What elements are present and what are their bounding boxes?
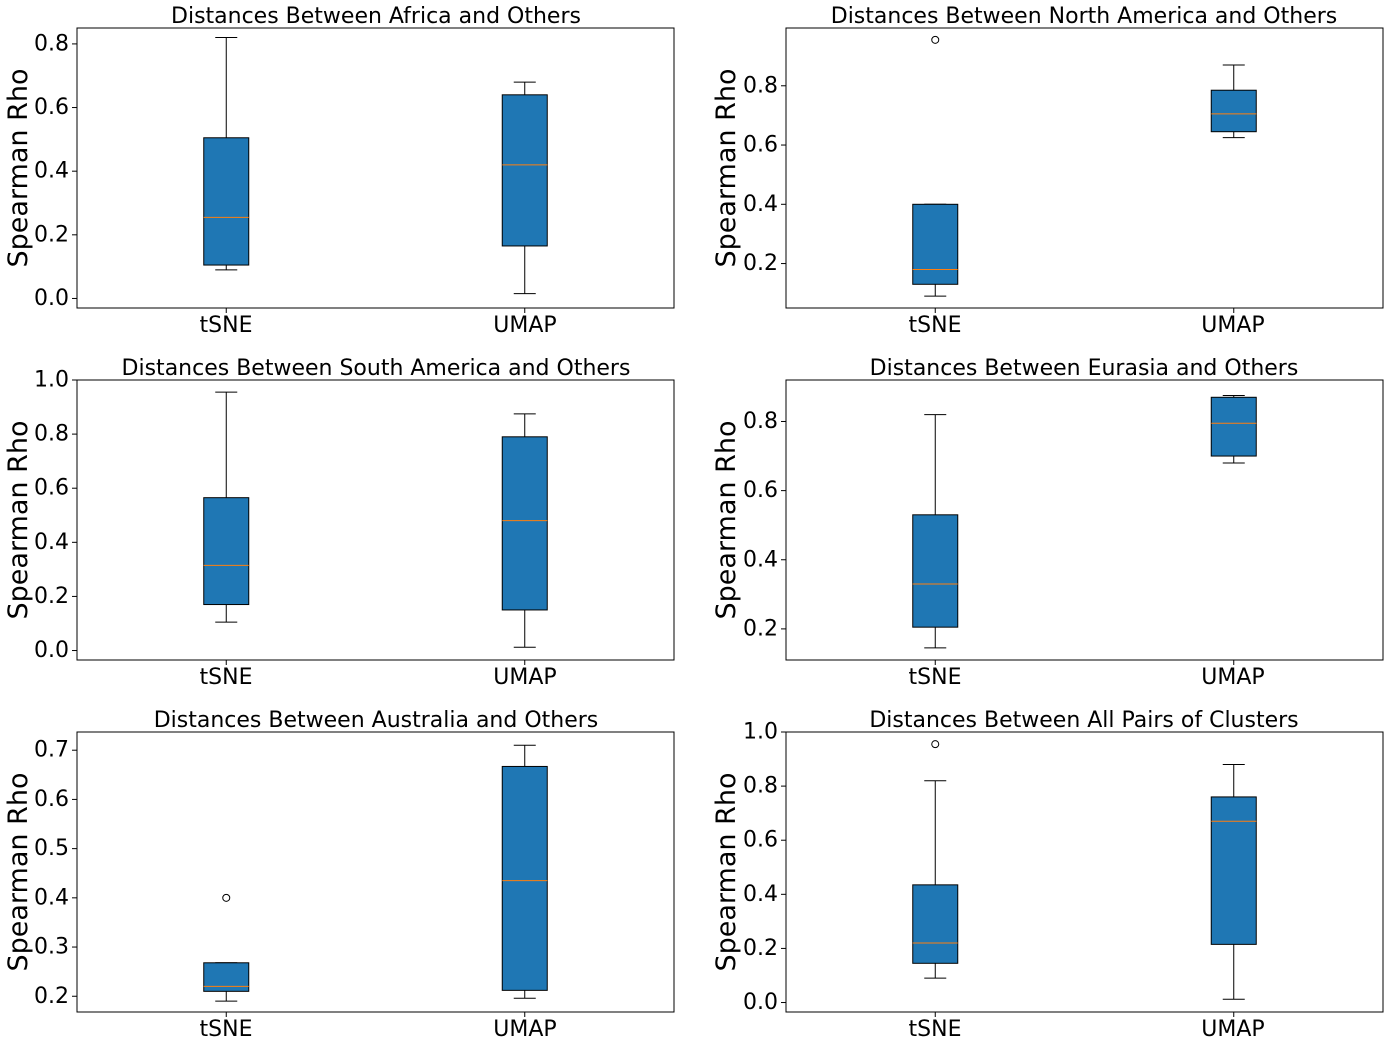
y-tick-label: 0.2 <box>743 936 778 961</box>
plot-frame <box>76 379 675 661</box>
panel-eurasia: Distances Between Eurasia and Others Spe… <box>711 356 1384 690</box>
box-marks <box>203 744 548 1002</box>
box-umap <box>501 765 548 991</box>
y-ticks: 0.0 0.2 0.4 0.6 0.8 <box>34 31 526 313</box>
panel-australia: Distances Between Australia and Others S… <box>3 708 675 1042</box>
x-tick-label-umap: UMAP <box>1201 313 1264 338</box>
y-tick-label: 0.8 <box>743 73 778 98</box>
y-tick-label: 1.0 <box>34 368 69 393</box>
y-tick-label: 0.8 <box>34 31 69 56</box>
y-axis-label: Spearman Rho <box>711 69 742 268</box>
y-tick-label: 0.6 <box>34 476 69 501</box>
y-tick-label: 0.4 <box>34 530 69 555</box>
x-tick-label-umap: UMAP <box>1201 1017 1264 1042</box>
y-tick-label: 0.6 <box>34 787 69 812</box>
y-tick-label: 1.0 <box>743 720 778 745</box>
box-umap <box>1210 796 1257 945</box>
panel-north-america: Distances Between North America and Othe… <box>711 4 1384 338</box>
panel-all-pairs: Distances Between All Pairs of Clusters … <box>711 708 1384 1042</box>
x-tick-label-tsne: tSNE <box>909 665 962 690</box>
panel-title: Distances Between Eurasia and Others <box>870 356 1299 381</box>
plot-frame <box>785 27 1384 309</box>
y-tick-label: 0.0 <box>743 990 778 1015</box>
y-tick-label: 0.0 <box>34 286 69 311</box>
x-tick-label-umap: UMAP <box>493 665 556 690</box>
box-tsne <box>203 137 250 266</box>
panel-africa: Distances Between Africa and Others Spea… <box>3 4 675 338</box>
plot-frame <box>785 731 1384 1013</box>
y-tick-label: 0.6 <box>34 95 69 120</box>
x-tick-label-tsne: tSNE <box>200 665 253 690</box>
panel-title: Distances Between North America and Othe… <box>831 4 1337 29</box>
box-marks <box>912 35 1257 297</box>
y-tick-label: 0.7 <box>34 738 69 763</box>
y-tick-label: 0.6 <box>743 478 778 503</box>
y-ticks: 0.0 0.2 0.4 0.6 0.8 1.0 <box>34 368 526 665</box>
box-tsne <box>912 514 959 628</box>
box-umap <box>501 436 548 611</box>
y-tick-label: 0.4 <box>34 885 69 910</box>
x-tick-label-tsne: tSNE <box>909 313 962 338</box>
y-ticks: 0.2 0.4 0.6 0.8 <box>743 73 1235 313</box>
y-ticks: 0.0 0.2 0.4 0.6 0.8 1.0 <box>743 720 1235 1017</box>
plot-frame <box>76 731 675 1013</box>
box-tsne <box>203 962 250 992</box>
y-axis-label: Spearman Rho <box>3 69 34 268</box>
x-tick-label-umap: UMAP <box>493 313 556 338</box>
y-tick-label: 0.5 <box>34 836 69 861</box>
y-tick-label: 0.2 <box>743 251 778 276</box>
box-umap <box>1210 396 1257 457</box>
box-tsne <box>912 884 959 964</box>
x-tick-label-tsne: tSNE <box>200 313 253 338</box>
box-marks <box>203 391 548 648</box>
box-marks <box>912 740 1257 1000</box>
y-tick-label: 0.6 <box>743 828 778 853</box>
y-tick-label: 0.4 <box>743 882 778 907</box>
panel-south-america: Distances Between South America and Othe… <box>3 356 675 690</box>
y-ticks: 0.2 0.3 0.4 0.5 0.6 0.7 <box>34 738 526 1017</box>
box-marks <box>203 37 548 295</box>
plot-frame <box>785 379 1384 661</box>
panel-title: Distances Between Africa and Others <box>171 4 581 29</box>
y-tick-label: 0.2 <box>743 616 778 641</box>
y-tick-label: 0.4 <box>743 192 778 217</box>
panel-title: Distances Between South America and Othe… <box>122 356 631 381</box>
y-axis-label: Spearman Rho <box>711 773 742 972</box>
box-umap <box>501 94 548 247</box>
y-tick-label: 0.2 <box>34 984 69 1009</box>
y-tick-label: 0.3 <box>34 935 69 960</box>
outlier-tsne <box>931 740 940 749</box>
y-tick-label: 0.6 <box>743 133 778 158</box>
plot-frame <box>76 27 675 309</box>
y-axis-label: Spearman Rho <box>711 421 742 620</box>
y-tick-label: 0.2 <box>34 222 69 247</box>
outlier-tsne <box>931 35 940 44</box>
outlier-tsne <box>222 893 231 902</box>
box-tsne <box>203 497 250 606</box>
x-tick-label-tsne: tSNE <box>200 1017 253 1042</box>
box-marks <box>912 395 1257 649</box>
y-tick-label: 0.4 <box>743 547 778 572</box>
y-tick-label: 0.4 <box>34 159 69 184</box>
box-tsne <box>912 203 959 285</box>
x-tick-label-tsne: tSNE <box>909 1017 962 1042</box>
y-tick-label: 0.8 <box>34 422 69 447</box>
box-umap <box>1210 89 1257 133</box>
y-tick-label: 0.8 <box>743 409 778 434</box>
x-tick-label-umap: UMAP <box>1201 665 1264 690</box>
y-ticks: 0.2 0.4 0.6 0.8 <box>743 409 1235 665</box>
y-axis-label: Spearman Rho <box>3 773 34 972</box>
panel-title: Distances Between Australia and Others <box>154 708 599 733</box>
panel-title: Distances Between All Pairs of Clusters <box>869 708 1298 733</box>
x-tick-label-umap: UMAP <box>493 1017 556 1042</box>
y-tick-label: 0.2 <box>34 584 69 609</box>
y-tick-label: 0.8 <box>743 774 778 799</box>
y-axis-label: Spearman Rho <box>3 421 34 620</box>
y-tick-label: 0.0 <box>34 638 69 663</box>
